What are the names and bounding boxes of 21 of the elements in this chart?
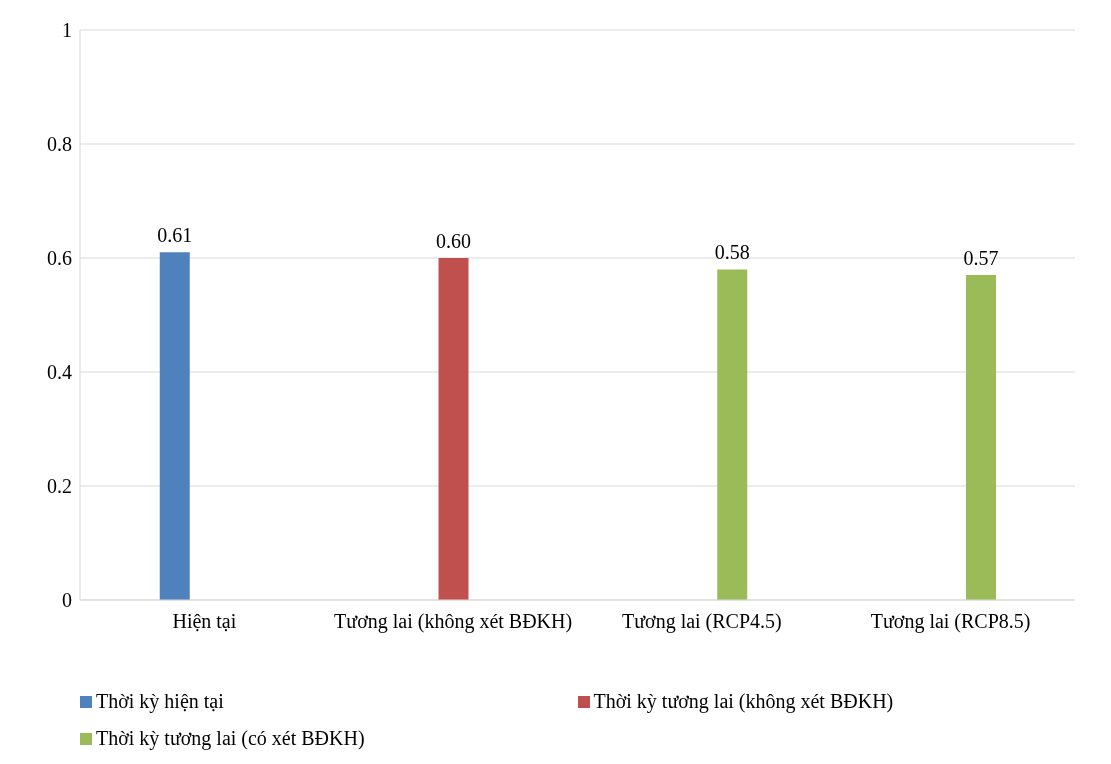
x-tick-label: Tương lai (RCP4.5) (622, 610, 782, 634)
y-tick-label: 0.2 (47, 475, 72, 498)
bar (717, 269, 748, 600)
y-tick-label: 1 (62, 19, 72, 42)
x-tick-label: Hiện tại (172, 610, 237, 633)
data-label: 0.57 (963, 247, 999, 270)
data-label: 0.60 (436, 230, 471, 252)
legend-label: Thời kỳ tương lai (có xét BĐKH) (96, 727, 365, 750)
data-label: 0.58 (714, 241, 750, 264)
x-tick-label: Tương lai (RCP8.5) (870, 610, 1031, 634)
y-tick-label: 0.6 (47, 247, 72, 270)
bar (966, 275, 996, 600)
y-tick-label: 0.4 (47, 361, 72, 384)
data-label: 0.61 (157, 224, 193, 247)
legend-label: Thời kỳ tương lai (không xét BĐKH) (593, 690, 894, 713)
bar (438, 258, 469, 600)
y-tick-label: 0.8 (47, 133, 72, 156)
y-tick-label: 0 (62, 589, 72, 612)
x-tick-label: Tương lai (không xét BĐKH) (334, 610, 573, 634)
legend-label: Thời kỳ hiện tại (96, 690, 224, 713)
bar (159, 252, 190, 600)
